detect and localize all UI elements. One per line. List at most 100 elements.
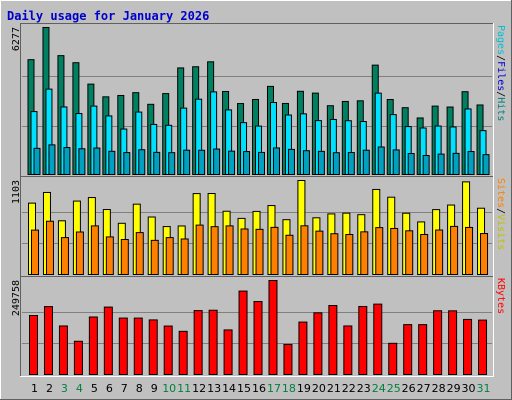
sites-bar bbox=[120, 238, 129, 275]
chart-title: Daily usage for January 2026 bbox=[7, 9, 209, 23]
kbytes-bar bbox=[29, 314, 38, 376]
pages-bar bbox=[467, 151, 475, 175]
sites-bar bbox=[105, 236, 114, 275]
kbytes-bar bbox=[88, 316, 98, 375]
day-label: 21 bbox=[327, 382, 341, 395]
sites-bar bbox=[300, 225, 309, 275]
sites-bar bbox=[480, 233, 489, 275]
kbytes-bar bbox=[58, 325, 68, 376]
pages-bar bbox=[228, 150, 236, 176]
pages-bar bbox=[332, 152, 340, 175]
legend-entry: Pages bbox=[495, 25, 506, 55]
day-label: 28 bbox=[432, 382, 446, 395]
legend-entry: / bbox=[495, 55, 506, 61]
day-label: 2 bbox=[46, 382, 53, 395]
sites-bar bbox=[135, 232, 144, 276]
sites-bar bbox=[75, 231, 84, 276]
day-label: 10 bbox=[162, 382, 176, 395]
pages-bar bbox=[48, 144, 56, 176]
day-label: 29 bbox=[447, 382, 461, 395]
day-label: 20 bbox=[312, 382, 326, 395]
sites-bar bbox=[150, 239, 159, 275]
pages-bar bbox=[243, 151, 251, 176]
kbytes-bar bbox=[283, 343, 293, 375]
pages-bar bbox=[437, 153, 445, 175]
pages-bar bbox=[422, 155, 430, 176]
legend-entry: Sites bbox=[495, 178, 506, 208]
kbytes-bar bbox=[358, 305, 368, 375]
kbytes-bar bbox=[298, 321, 308, 375]
sites-bar bbox=[195, 224, 204, 275]
sites-bar bbox=[255, 228, 264, 275]
kbytes-bar bbox=[328, 305, 338, 375]
kbytes-bar bbox=[193, 310, 203, 375]
sites-bar bbox=[180, 238, 189, 275]
day-label: 24 bbox=[372, 382, 386, 395]
pages-bar bbox=[153, 151, 161, 175]
kbytes-bar bbox=[178, 330, 188, 376]
kbytes-bar bbox=[73, 340, 83, 376]
legend-entry: Hits bbox=[495, 97, 506, 121]
kbytes-bar bbox=[208, 309, 218, 375]
kbytes-bar bbox=[223, 329, 233, 375]
pages-bar bbox=[377, 146, 385, 175]
day-label: 12 bbox=[192, 382, 206, 395]
kbytes-bar bbox=[343, 325, 353, 375]
sites-bar bbox=[405, 230, 414, 275]
kbytes-bar bbox=[163, 325, 173, 375]
sites-bar bbox=[375, 227, 384, 276]
legend-entry: Visits bbox=[495, 214, 506, 250]
day-label: 25 bbox=[387, 382, 401, 395]
kbytes-bar bbox=[238, 290, 248, 376]
kbytes-bar bbox=[448, 310, 458, 376]
pages-bar bbox=[317, 150, 325, 176]
kbytes-bar bbox=[463, 318, 473, 376]
pages-bar bbox=[287, 148, 295, 176]
day-label: 14 bbox=[222, 382, 236, 395]
kbytes-bar bbox=[388, 342, 398, 376]
sites-bar bbox=[435, 229, 444, 276]
pages-bar bbox=[198, 149, 206, 176]
sites-bar bbox=[285, 234, 294, 275]
panel-legend: KBytes bbox=[495, 278, 506, 314]
pages-bar bbox=[258, 151, 266, 175]
day-label: 27 bbox=[417, 382, 431, 395]
day-label: 8 bbox=[136, 382, 143, 395]
pages-bar bbox=[272, 147, 280, 175]
day-label: 22 bbox=[342, 382, 356, 395]
sites-bar bbox=[225, 225, 234, 275]
legend-entry: KBytes bbox=[495, 278, 506, 314]
kbytes-bar bbox=[313, 312, 323, 375]
day-label: 26 bbox=[402, 382, 416, 395]
day-label: 1 bbox=[31, 382, 38, 395]
sites-bar bbox=[90, 225, 99, 275]
kbytes-bar bbox=[103, 306, 113, 375]
pages-bar bbox=[213, 148, 221, 175]
day-label: 15 bbox=[237, 382, 251, 395]
legend-entry: / bbox=[495, 208, 506, 214]
sites-bar bbox=[210, 226, 219, 276]
sites-bar bbox=[270, 226, 279, 275]
kbytes-panel: 249758 KBytes bbox=[11, 276, 506, 377]
day-axis-labels: 1 2 3 4 5 6 7 8 9 10 11 12 13 14 15 16 17 18 19 20 21 22 23 24 2… bbox=[31, 382, 491, 395]
panel-legend: Pages/Files/Hits bbox=[495, 25, 506, 121]
pages-bar bbox=[392, 149, 400, 175]
sites-bar bbox=[240, 228, 249, 275]
axis-max-label: 249758 bbox=[11, 280, 22, 316]
legend-entry: Files bbox=[495, 61, 506, 91]
pages-bar bbox=[138, 149, 146, 176]
day-label: 4 bbox=[76, 382, 83, 395]
kbytes-bar bbox=[478, 319, 488, 375]
pages-bar bbox=[63, 147, 71, 176]
day-label: 18 bbox=[282, 382, 296, 395]
pages-bar bbox=[482, 154, 490, 175]
sites-bar bbox=[60, 237, 69, 275]
day-label: 16 bbox=[252, 382, 266, 395]
kbytes-bar bbox=[418, 324, 428, 375]
sites-bar bbox=[450, 225, 459, 275]
axis-max-label: 6277 bbox=[11, 27, 22, 51]
kbytes-bar bbox=[118, 317, 128, 376]
kbytes-bar bbox=[403, 324, 413, 375]
pages-bar bbox=[78, 148, 86, 176]
pages-bar bbox=[452, 152, 460, 175]
